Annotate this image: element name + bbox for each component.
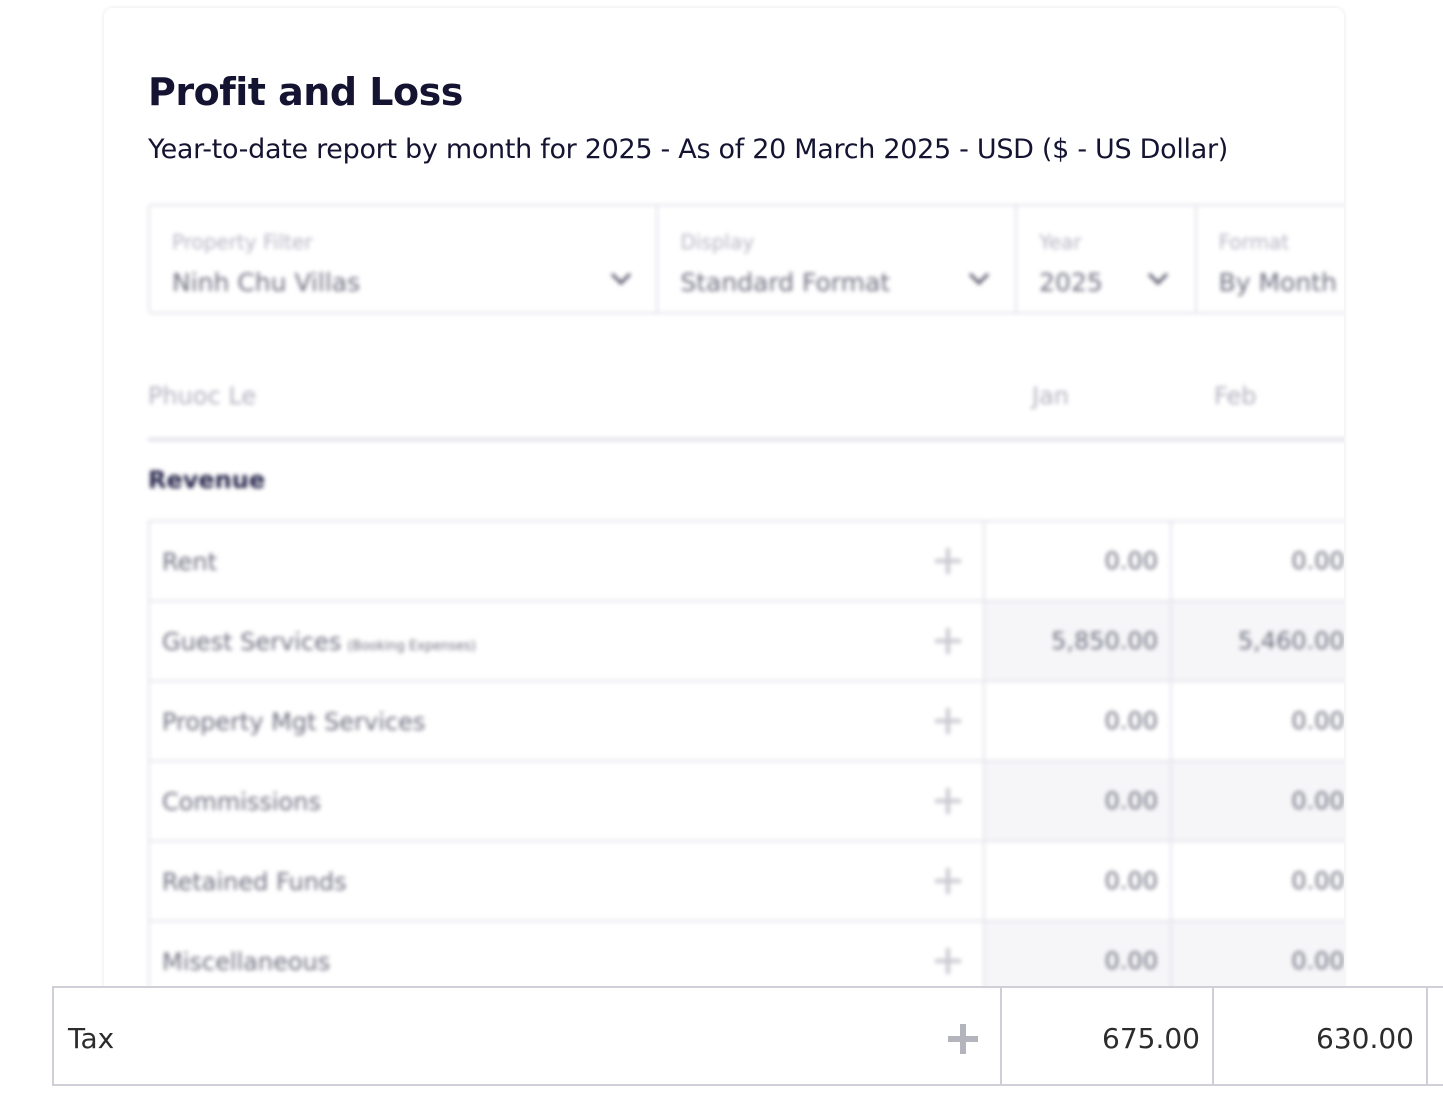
plus-icon[interactable]: [935, 868, 961, 894]
table-row: Retained Funds 0.00 0.00: [147, 840, 1344, 922]
format-select[interactable]: Format By Month: [1197, 206, 1344, 312]
tax-feb-cell: 630.00: [1214, 988, 1428, 1084]
year-label: Year: [1039, 230, 1082, 254]
revenue-table: Rent 0.00 0.00 Guest Services (Booking Ex…: [147, 520, 1344, 1002]
row-label: Guest Services (Booking Expenses): [162, 628, 477, 656]
table-row: Commissions 0.00 0.00: [147, 760, 1344, 842]
feb-value: 5,460.00: [1169, 600, 1344, 682]
chevron-down-icon: [1148, 272, 1169, 286]
table-row: Property Mgt Services 0.00 0.00: [147, 680, 1344, 762]
display-select[interactable]: Display Standard Format: [658, 206, 1018, 312]
chevron-down-icon: [610, 272, 632, 286]
property-filter-label: Property Filter: [172, 230, 313, 254]
blurred-report-content: Property Filter Ninh Chu Villas Display …: [104, 8, 1344, 1008]
row-note: (Booking Expenses): [347, 639, 477, 654]
row-label: Property Mgt Services: [162, 708, 426, 736]
report-subtitle: Year-to-date report by month for 2025 - …: [148, 134, 1229, 165]
year-value: 2025: [1039, 268, 1103, 297]
plus-icon[interactable]: [935, 948, 961, 974]
property-filter-value: Ninh Chu Villas: [172, 268, 361, 297]
year-select[interactable]: Year 2025: [1017, 206, 1197, 312]
format-value: By Month: [1218, 268, 1337, 297]
tax-jan-cell: 675.00: [1002, 988, 1214, 1084]
tax-jan-value: 675.00: [1102, 1022, 1200, 1055]
table-row: Rent 0.00 0.00: [147, 520, 1344, 602]
feb-value: 0.00: [1169, 520, 1344, 602]
month-header-feb: Feb: [1214, 382, 1257, 410]
plus-icon[interactable]: [935, 788, 961, 814]
tax-label: Tax: [68, 1022, 115, 1055]
plus-icon[interactable]: [935, 628, 961, 654]
tax-feb-value: 630.00: [1316, 1022, 1414, 1055]
revenue-section-title: Revenue: [148, 466, 266, 494]
jan-value: 5,850.00: [983, 600, 1172, 682]
chevron-down-icon: [969, 272, 990, 286]
display-value: Standard Format: [680, 268, 891, 297]
row-label: Rent: [162, 548, 217, 576]
jan-value: 0.00: [983, 840, 1172, 922]
jan-value: 0.00: [983, 760, 1172, 842]
filter-bar: Property Filter Ninh Chu Villas Display …: [148, 204, 1344, 314]
plus-icon[interactable]: [948, 1024, 978, 1054]
format-label: Format: [1218, 230, 1290, 254]
display-label: Display: [680, 230, 755, 254]
month-header-jan: Jan: [1032, 382, 1069, 410]
page-title: Profit and Loss: [148, 70, 463, 114]
feb-value: 0.00: [1169, 680, 1344, 762]
owner-name: Phuoc Le: [148, 382, 257, 410]
report-card: Profit and Loss Year-to-date report by m…: [104, 8, 1344, 1008]
feb-value: 0.00: [1169, 760, 1344, 842]
table-row: Guest Services (Booking Expenses) 5,850.0…: [147, 600, 1344, 682]
report-table-header: Phuoc Le Jan Feb: [148, 378, 1344, 441]
row-label: Retained Funds: [162, 868, 347, 896]
jan-value: 0.00: [983, 520, 1172, 602]
tax-name-cell: Tax: [54, 988, 1002, 1084]
plus-icon[interactable]: [935, 548, 961, 574]
row-label: Commissions: [162, 788, 321, 816]
jan-value: 0.00: [983, 680, 1172, 762]
tax-row: Tax 675.00 630.00: [52, 986, 1443, 1086]
property-filter-select[interactable]: Property Filter Ninh Chu Villas: [150, 206, 659, 312]
row-label: Miscellaneous: [162, 948, 331, 976]
plus-icon[interactable]: [935, 708, 961, 734]
feb-value: 0.00: [1169, 840, 1344, 922]
